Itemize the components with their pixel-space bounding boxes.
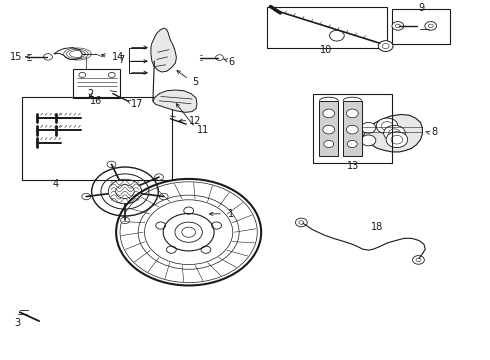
Bar [313, 94, 392, 163]
Circle shape [299, 221, 304, 224]
Circle shape [216, 55, 223, 60]
Text: 8: 8 [431, 127, 437, 138]
Circle shape [121, 217, 129, 224]
Text: 11: 11 [197, 125, 210, 135]
Text: 16: 16 [90, 96, 102, 106]
Circle shape [392, 22, 404, 30]
Text: 18: 18 [371, 222, 384, 232]
Circle shape [323, 125, 335, 134]
Text: 1: 1 [228, 209, 234, 219]
Circle shape [376, 118, 398, 134]
Circle shape [416, 258, 421, 262]
Text: 2: 2 [88, 89, 94, 99]
Circle shape [329, 30, 344, 41]
Text: 9: 9 [418, 3, 424, 13]
Circle shape [346, 109, 358, 118]
Circle shape [347, 140, 357, 148]
Text: 4: 4 [52, 179, 58, 189]
Circle shape [82, 193, 91, 200]
Circle shape [346, 125, 358, 134]
Circle shape [425, 22, 437, 30]
Text: 7: 7 [119, 55, 124, 66]
Bar [73, 69, 120, 98]
Polygon shape [360, 114, 422, 152]
Circle shape [386, 132, 408, 148]
Circle shape [378, 41, 393, 51]
Circle shape [361, 135, 376, 146]
Text: 3: 3 [14, 318, 20, 328]
Polygon shape [151, 28, 176, 72]
Polygon shape [319, 101, 338, 156]
Bar [22, 97, 172, 180]
Circle shape [107, 161, 116, 168]
Text: 6: 6 [228, 57, 234, 67]
Circle shape [79, 72, 86, 77]
Text: 12: 12 [189, 116, 201, 126]
Circle shape [395, 24, 400, 28]
Circle shape [382, 44, 389, 49]
Circle shape [384, 125, 405, 141]
Circle shape [413, 256, 424, 264]
Polygon shape [343, 101, 362, 156]
Circle shape [381, 122, 393, 130]
Circle shape [428, 24, 433, 28]
Circle shape [108, 72, 115, 77]
Bar [392, 9, 450, 44]
Circle shape [389, 129, 400, 138]
Circle shape [324, 140, 334, 148]
Bar [267, 7, 387, 48]
Text: 13: 13 [346, 161, 359, 171]
Text: 10: 10 [320, 45, 332, 55]
Text: 15: 15 [9, 52, 22, 62]
Text: 14: 14 [111, 52, 123, 62]
Circle shape [361, 122, 376, 133]
Circle shape [391, 135, 403, 144]
Polygon shape [153, 90, 197, 112]
Circle shape [323, 109, 335, 118]
Circle shape [159, 193, 168, 200]
Circle shape [295, 218, 307, 227]
Text: 17: 17 [131, 99, 144, 109]
Text: 5: 5 [192, 77, 198, 87]
Circle shape [154, 174, 163, 180]
Circle shape [44, 54, 52, 60]
